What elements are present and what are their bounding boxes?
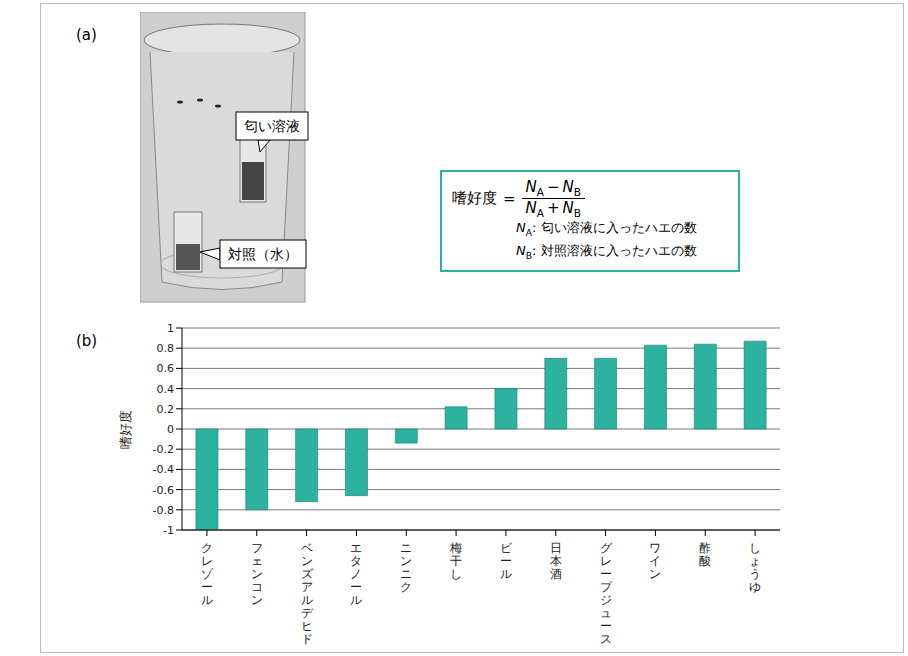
svg-text:クレゾール: クレゾール (201, 541, 214, 607)
svg-text:0: 0 (167, 423, 174, 436)
svg-text:しょうゆ: しょうゆ (749, 541, 761, 594)
svg-text:0.4: 0.4 (157, 383, 175, 396)
svg-text:グレープジュース: グレープジュース (600, 541, 613, 646)
html-text:(b): (b) (76, 332, 98, 350)
svg-text:0.2: 0.2 (157, 403, 175, 416)
html-text:嗜好度 =: 嗜好度 = (452, 189, 516, 208)
svg-text:ベンズアルデヒド: ベンズアルデヒド (301, 541, 314, 646)
html-text:NB: 対照溶液に入ったハエの数: NB: 対照溶液に入ったハエの数 (516, 242, 697, 261)
svg-text:0.8: 0.8 (157, 342, 175, 355)
svg-text:-0.6: -0.6 (153, 484, 174, 497)
svg-text:対照（水）: 対照（水） (228, 246, 298, 262)
svg-text:日本酒: 日本酒 (550, 541, 562, 581)
html-text:NA: 匂い溶液に入ったハエの数: NA: 匂い溶液に入ったハエの数 (516, 220, 697, 238)
svg-text:梅干し: 梅干し (449, 541, 462, 581)
svg-text:-0.2: -0.2 (153, 443, 174, 456)
svg-text:1: 1 (167, 322, 174, 335)
svg-text:0.6: 0.6 (157, 362, 175, 375)
svg-text:フェンコン: フェンコン (251, 541, 263, 607)
svg-text:エタノール: エタノール (350, 541, 362, 607)
html-text:(a): (a) (76, 26, 97, 44)
svg-text:-1: -1 (163, 524, 174, 537)
html-text:NA + NB: NA + NB (525, 199, 581, 219)
svg-text:-0.8: -0.8 (153, 504, 174, 517)
svg-text:-0.4: -0.4 (153, 463, 174, 476)
svg-text:酢酸: 酢酸 (699, 541, 711, 568)
svg-text:ワイン: ワイン (649, 541, 661, 581)
svg-text:匂い溶液: 匂い溶液 (244, 118, 300, 134)
html-text:NA − NB: NA − NB (525, 178, 581, 198)
svg-text:嗜好度: 嗜好度 (118, 410, 133, 449)
svg-text:ニンニク: ニンニク (400, 541, 412, 594)
svg-text:ビール: ビール (500, 541, 513, 581)
